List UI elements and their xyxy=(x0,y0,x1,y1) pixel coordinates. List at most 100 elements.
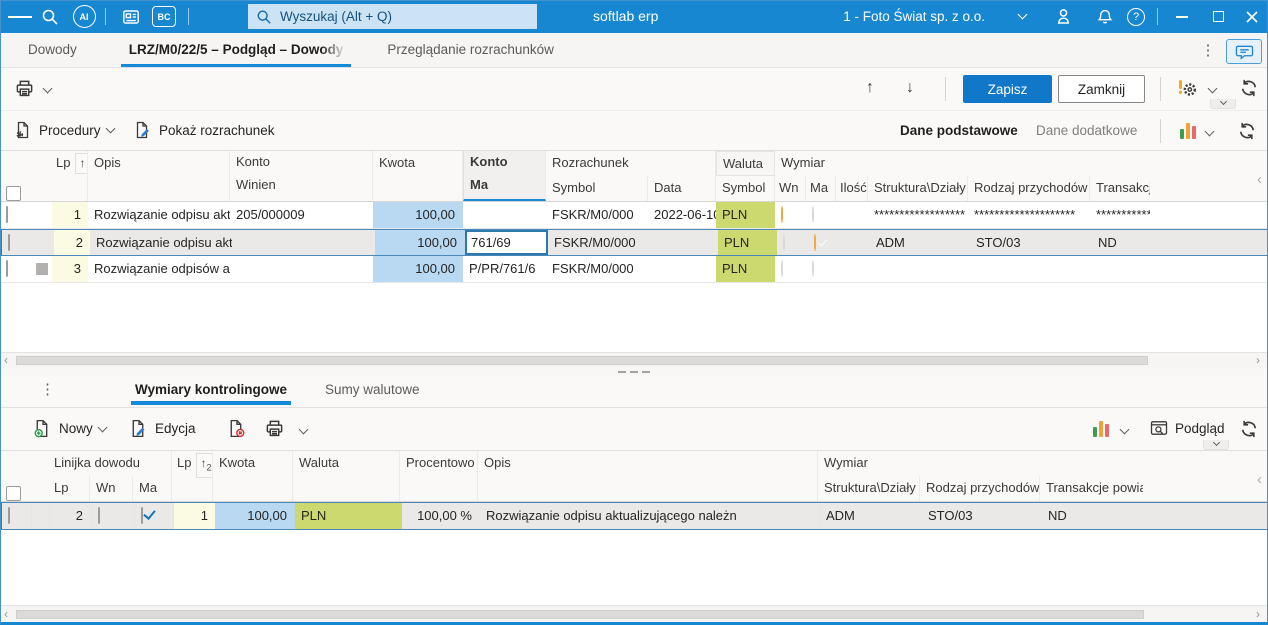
hamburger-menu-icon[interactable] xyxy=(8,0,32,33)
news-icon[interactable] xyxy=(117,0,145,33)
header-select-all[interactable] xyxy=(0,451,30,501)
row-select-cell[interactable] xyxy=(0,256,30,282)
bc-module-icon[interactable]: BC xyxy=(150,0,178,33)
select-all-checkbox[interactable] xyxy=(6,486,21,501)
tab-dowody[interactable]: Dowody xyxy=(14,33,91,67)
cell-kwota[interactable]: 100,00 xyxy=(373,202,463,228)
cell-symbol[interactable]: FSKR/M0/000 xyxy=(554,235,636,250)
cell-waluta[interactable]: PLN xyxy=(295,503,402,529)
column-header-rodzaj-przychodow[interactable]: Rodzaj przychodów xyxy=(920,476,1040,501)
column-header-symbol[interactable]: Symbol xyxy=(546,176,648,201)
select-all-checkbox[interactable] xyxy=(6,186,21,201)
panel-splitter[interactable] xyxy=(0,368,1268,375)
tab-lrz-podglad-dowody[interactable]: LRZ/M0/22/5 – Podgląd – Dowody xyxy=(115,33,358,67)
column-group-wymiar[interactable]: Wymiar xyxy=(818,451,1143,476)
cell-konto-ma[interactable]: P/PR/761/6 xyxy=(469,261,536,276)
cell-struktura[interactable]: ****************** xyxy=(874,207,966,222)
cell-waluta[interactable]: PLN xyxy=(716,202,775,228)
cell-lp[interactable]: 1 xyxy=(52,202,88,228)
user-profile-icon[interactable] xyxy=(1048,0,1078,33)
column-header-rodzaj-przychodow[interactable]: Rodzaj przychodów xyxy=(968,176,1090,201)
column-header-struktura[interactable]: Struktura\Działy xyxy=(818,476,920,501)
column-header-ma[interactable]: Ma xyxy=(133,476,172,501)
cell-ma[interactable] xyxy=(135,503,174,529)
search-icon[interactable] xyxy=(36,0,64,33)
preview-button[interactable]: Podgląd xyxy=(1149,418,1225,438)
cell-data[interactable]: 2022-06-10 xyxy=(654,207,716,222)
column-header-wn[interactable]: Wn xyxy=(775,176,806,201)
cell-waluta[interactable]: PLN xyxy=(718,230,777,255)
save-button[interactable]: Zapisz xyxy=(963,75,1052,103)
hscroll-thumb[interactable] xyxy=(16,356,1148,365)
header-select-all[interactable] xyxy=(0,151,30,201)
cell-transakcje[interactable]: ************ xyxy=(1096,207,1150,222)
row-checkbox[interactable] xyxy=(6,206,8,223)
maximize-button[interactable] xyxy=(1202,0,1234,33)
print-list-button[interactable] xyxy=(264,418,285,439)
toolbar-expand-chevron[interactable] xyxy=(1203,438,1229,450)
close-button[interactable] xyxy=(1236,0,1268,33)
wn-checkbox[interactable] xyxy=(98,507,100,524)
refresh-icon[interactable] xyxy=(1238,77,1260,99)
cell-symbol[interactable]: FSKR/M0/000 xyxy=(552,261,634,276)
cell-procentowo[interactable]: 100,00 % xyxy=(417,508,472,523)
global-search[interactable] xyxy=(248,4,537,29)
edit-button[interactable]: Edycja xyxy=(128,418,196,439)
column-header-data[interactable]: Data xyxy=(648,176,716,201)
cell-ma[interactable] xyxy=(806,202,836,228)
column-header-wn[interactable]: Wn xyxy=(90,476,133,501)
column-header-ma[interactable]: Ma xyxy=(806,176,836,201)
refresh-bottom-icon[interactable] xyxy=(1238,418,1260,440)
move-down-button[interactable]: ↓ xyxy=(906,79,914,96)
grid-scroll-left-chevron[interactable]: ‹ xyxy=(1257,471,1262,488)
row-checkbox[interactable] xyxy=(8,234,10,251)
notifications-bell-icon[interactable] xyxy=(1090,0,1120,33)
column-header-waluta-symbol[interactable]: Symbol xyxy=(716,176,775,201)
company-chevron-down-icon[interactable] xyxy=(1012,0,1032,33)
cell-ma[interactable] xyxy=(806,256,836,282)
cell-lp[interactable]: 2 xyxy=(54,230,90,255)
cell-ma[interactable] xyxy=(808,230,838,255)
table-row[interactable]: 1 Rozwiązanie odpisu aktua 205/000009 10… xyxy=(0,202,1268,229)
scroll-left-icon[interactable]: ‹ xyxy=(4,353,8,367)
tab-przegladanie-rozrachunkow[interactable]: Przeglądanie rozrachunków xyxy=(373,33,568,67)
warnings-dropdown-chevron-icon[interactable] xyxy=(1207,83,1218,94)
chart-view-icon[interactable] xyxy=(1093,420,1109,437)
column-header-procentowo[interactable]: Procentowo xyxy=(400,451,478,501)
ma-checkbox[interactable] xyxy=(141,507,143,524)
cell-kwota[interactable]: 100,00 xyxy=(215,503,295,529)
cell-lp[interactable]: 1 xyxy=(174,503,215,529)
ai-assistant-icon[interactable]: AI xyxy=(70,0,98,33)
print-dropdown-chevron-icon[interactable] xyxy=(42,83,53,94)
bottom-panel-more-icon[interactable]: ⋮ xyxy=(40,381,55,398)
column-header-lp[interactable]: Lp ↑ xyxy=(52,151,88,201)
section-tab-dane-podstawowe[interactable]: Dane podstawowe xyxy=(900,111,1018,151)
column-header-struktura[interactable]: Struktura\Działy xyxy=(868,176,968,201)
cell-transakcje[interactable] xyxy=(1090,256,1150,282)
scroll-left-icon[interactable]: ‹ xyxy=(4,607,8,621)
cell-kwota[interactable]: 100,00 xyxy=(373,256,463,282)
new-button[interactable]: Nowy xyxy=(32,418,108,439)
grid-scroll-left-chevron[interactable]: ‹ xyxy=(1257,171,1262,188)
cell-konto-winien[interactable]: 205/000009 xyxy=(236,207,305,222)
tab-sumy-walutowe[interactable]: Sumy walutowe xyxy=(325,375,420,405)
cell-rodzaj[interactable]: STO/03 xyxy=(976,235,1021,250)
tabbar-more-icon[interactable]: ⋮ xyxy=(1200,42,1216,59)
cell-wn[interactable] xyxy=(92,503,135,529)
column-header-lp[interactable]: Lp ↑2 xyxy=(172,451,213,501)
row-checkbox[interactable] xyxy=(6,260,8,277)
column-header-waluta[interactable]: Waluta xyxy=(293,451,400,501)
comments-button[interactable] xyxy=(1226,39,1262,64)
column-header-konto-ma-selected[interactable]: Konto Ma xyxy=(463,151,546,201)
column-group-linijka-dowodu[interactable]: Linijka dowodu xyxy=(48,451,172,476)
column-header-opis[interactable]: Opis xyxy=(478,451,818,501)
row-select-cell[interactable] xyxy=(2,230,32,255)
cell-konto-winien[interactable] xyxy=(230,256,373,282)
cell-opis[interactable]: Rozwiązanie odpisu aktua xyxy=(94,207,230,222)
cell-rodzaj[interactable]: STO/03 xyxy=(928,508,973,523)
cell-waluta[interactable]: PLN xyxy=(716,256,775,282)
cell-data[interactable] xyxy=(648,256,716,282)
cell-kwota[interactable]: 100,00 xyxy=(375,230,465,255)
section-tab-dane-dodatkowe[interactable]: Dane dodatkowe xyxy=(1036,111,1137,151)
column-header-opis[interactable]: Opis xyxy=(88,151,230,201)
